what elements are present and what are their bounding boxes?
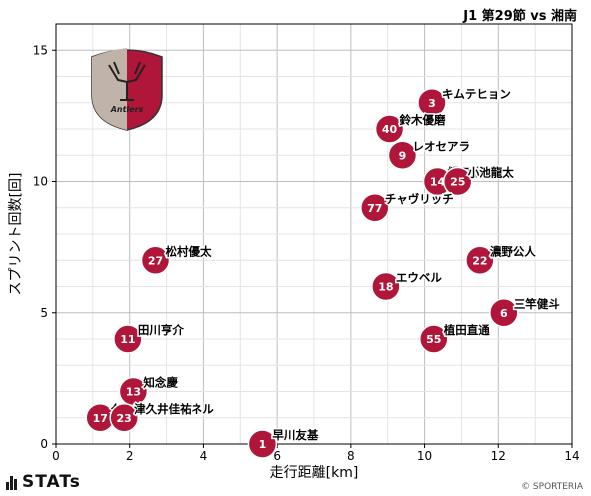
stats-logo: STATs	[6, 472, 81, 492]
y-tick-label: 0	[40, 437, 48, 451]
point-number: 18	[378, 281, 393, 294]
copyright: © SPORTERIA	[521, 482, 583, 492]
plot-frame	[55, 23, 573, 445]
emblem-text: Antlers	[110, 105, 144, 114]
point-marker	[140, 245, 171, 275]
point-marker	[374, 114, 405, 144]
point-number: 14	[430, 176, 446, 189]
x-tick-label: 10	[417, 449, 432, 463]
point-marker	[360, 193, 390, 223]
x-tick-label: 6	[273, 449, 281, 463]
point-label: 濃野公人	[490, 244, 536, 258]
point-marker	[442, 166, 473, 197]
point-label: 知念慶	[142, 376, 178, 390]
x-tick-label: 4	[200, 449, 208, 463]
point-number: 1	[259, 438, 267, 451]
point-marker	[387, 140, 418, 170]
x-tick-label: 2	[126, 449, 134, 463]
point-number: 13	[126, 386, 141, 399]
point-label: 松村優太	[166, 244, 212, 258]
point-number: 23	[117, 412, 132, 425]
point-number: 40	[382, 123, 398, 136]
point-marker	[109, 403, 139, 433]
point-number: 55	[426, 333, 441, 346]
point-label: エウベル	[396, 271, 442, 285]
point-number: 6	[500, 307, 508, 320]
point-label: 津久井佳祐	[134, 402, 192, 416]
point-marker	[419, 324, 449, 354]
point-label: 小池龍太	[467, 166, 514, 180]
point-label: 早川友基	[272, 428, 318, 442]
point-number: 27	[148, 254, 163, 267]
x-tick-label: 14	[564, 449, 579, 463]
point-label: 植田直通	[443, 323, 490, 337]
x-axis-label: 走行距離[km]	[270, 464, 359, 481]
data-point: 1 早川友基	[247, 427, 320, 459]
point-number: 25	[450, 176, 465, 189]
point-marker	[113, 324, 143, 354]
point-marker	[247, 429, 278, 459]
point-number: 3	[428, 97, 436, 110]
point-number: 11	[120, 333, 135, 346]
point-label: チャヴリッチ	[385, 192, 454, 206]
point-label: 三竿健斗	[514, 297, 560, 311]
y-axis-label: スプリント回数[回]	[8, 173, 24, 296]
point-number: 77	[367, 202, 382, 215]
chart-title: J1 第29節 vs 湘南	[463, 9, 577, 24]
point-marker	[465, 245, 495, 275]
x-tick-label: 8	[347, 449, 355, 463]
y-tick-label: 15	[33, 43, 48, 57]
team-emblem-icon: Antlers	[91, 48, 163, 131]
point-label: キムテヒョン	[442, 87, 511, 101]
x-tick-label: 0	[52, 449, 60, 463]
point-marker	[371, 271, 401, 302]
point-label: レオセアラ	[412, 139, 470, 153]
point-label: 鈴木優磨	[400, 113, 446, 127]
y-tick-label: 10	[33, 175, 48, 189]
point-marker	[118, 376, 149, 407]
brand-name: STATs	[22, 472, 81, 492]
point-number: 17	[93, 412, 108, 425]
point-number: 9	[399, 149, 407, 162]
point-number: 22	[472, 254, 487, 267]
point-label: 田川亨介	[138, 323, 184, 337]
x-tick-label: 12	[491, 449, 506, 463]
data-point: 3 キムテヒョン	[417, 85, 512, 118]
data-points: 3キムテヒョン40鈴木優磨9レオセアラ14樋口雄太25小池龍太77チャヴリッチ2…	[85, 85, 562, 459]
data-point: 9 レオセアラ	[387, 138, 471, 170]
y-tick-label: 5	[40, 306, 48, 320]
point-marker	[417, 88, 447, 118]
bar-chart-icon	[6, 474, 18, 490]
point-marker	[489, 298, 519, 328]
data-point: 6 三竿健斗	[489, 295, 562, 328]
